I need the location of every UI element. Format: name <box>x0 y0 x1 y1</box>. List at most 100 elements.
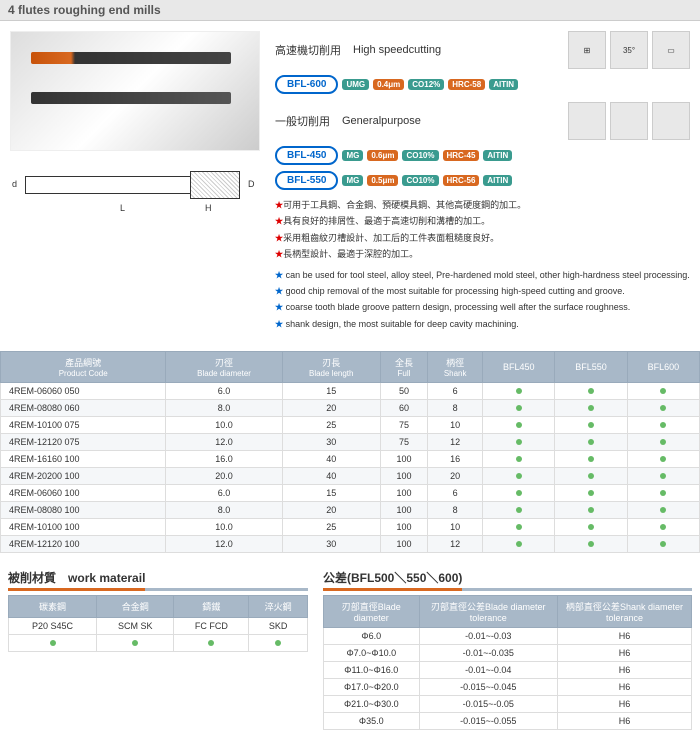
top-section: d D L H 高速機切削用 High speedcutting ⊞ 35° ▭… <box>0 21 700 343</box>
bullet-item: ★ shank design, the most suitable for de… <box>275 317 690 331</box>
table-row: 4REM-20200 10020.04010020 <box>1 468 700 485</box>
table-cell: 16.0 <box>166 451 282 468</box>
table-cell: 8 <box>428 502 483 519</box>
table-cell: Φ21.0~Φ30.0 <box>324 696 420 713</box>
tool-diagram: d D L H <box>10 161 260 231</box>
material-section: 被削材質 work materail 碳素鋼合金鋼鑄鐵淬火鋼 P20 S45CS… <box>8 569 308 730</box>
spec-table: 產品綱號Product Code刃徑Blade diameter刃長Blade … <box>0 351 700 553</box>
table-cell: 12 <box>428 434 483 451</box>
spec-title-en: High speedcutting <box>353 44 441 56</box>
table-cell <box>9 635 97 652</box>
table-cell: 10 <box>428 417 483 434</box>
table-row: 4REM-06060 0506.015506 <box>1 383 700 400</box>
table-row: 4REM-10100 10010.02510010 <box>1 519 700 536</box>
table-cell: -0.015~-0.055 <box>419 713 557 730</box>
product-code-badge: BFL-600 <box>275 75 338 94</box>
spec-title-cjk: 一般切削用 <box>275 113 330 129</box>
table-cell: -0.01~-0.035 <box>419 645 557 662</box>
tool-render-2 <box>31 92 231 104</box>
table-header: 全長Full <box>380 352 428 383</box>
table-cell: 100 <box>380 468 428 485</box>
table-cell <box>483 519 555 536</box>
table-cell: Φ35.0 <box>324 713 420 730</box>
tolerance-title: 公差(BFL500＼550＼600) <box>323 569 692 591</box>
table-cell <box>555 536 627 553</box>
spec-general-title: 一般切削用 Generalpurpose <box>275 102 690 140</box>
table-cell: 4REM-10100 100 <box>1 519 166 536</box>
table-cell: 16 <box>428 451 483 468</box>
table-cell <box>627 434 699 451</box>
table-header: 刃徑Blade diameter <box>166 352 282 383</box>
table-cell: SCM SK <box>97 618 174 635</box>
product-code-badge: BFL-450 <box>275 146 338 165</box>
table-cell <box>483 468 555 485</box>
table-cell: 4REM-08080 060 <box>1 400 166 417</box>
table-cell <box>483 485 555 502</box>
spec-badge: 0.4μm <box>373 79 404 90</box>
table-cell: 25 <box>282 417 380 434</box>
bullet-item: ★具有良好的排屑性、最適于高速切削和溝槽的加工。 <box>275 214 690 228</box>
table-cell: 10.0 <box>166 417 282 434</box>
spec-title-cjk: 高速機切削用 <box>275 42 341 58</box>
spec-badge: CO10% <box>402 150 438 161</box>
table-row: 4REM-08080 0608.020608 <box>1 400 700 417</box>
table-cell: 12.0 <box>166 434 282 451</box>
table-cell <box>627 383 699 400</box>
table-cell <box>483 451 555 468</box>
product-code-badge: BFL-550 <box>275 171 338 190</box>
table-row: Φ35.0-0.015~-0.055H6 <box>324 713 692 730</box>
table-cell: 4REM-10100 075 <box>1 417 166 434</box>
bullet-item: ★采用粗齒紋刃槽設計、加工后的工件表面粗糙度良好。 <box>275 231 690 245</box>
bullet-item: ★可用于工具鋼、合金鋼、預硬模具鋼、其他高硬度鋼的加工。 <box>275 198 690 212</box>
spec-general-row: BFL-550MG0.5μmCO10%HRC-56AITIN <box>275 171 690 190</box>
table-cell: 12 <box>428 536 483 553</box>
table-cell: Φ17.0~Φ20.0 <box>324 679 420 696</box>
table-cell <box>483 417 555 434</box>
spec-highspeed-badges: BFL-600 UMG0.4μmCO12%HRC-58AITIN <box>275 75 690 94</box>
table-cell: -0.015~-0.05 <box>419 696 557 713</box>
product-images: d D L H <box>5 26 270 338</box>
table-header: 鑄鐵 <box>174 596 249 618</box>
table-cell <box>483 400 555 417</box>
spec-badge: CO12% <box>408 79 444 90</box>
table-cell: 8.0 <box>166 400 282 417</box>
table-header: 柄部直徑公差Shank diameter tolerance <box>557 596 691 628</box>
diagram-label-d: d <box>12 179 17 189</box>
spec-badge: HRC-56 <box>443 175 480 186</box>
table-header: 碳素鋼 <box>9 596 97 618</box>
table-cell: 50 <box>380 383 428 400</box>
table-cell: 4REM-20200 100 <box>1 468 166 485</box>
table-cell: 4REM-06060 050 <box>1 383 166 400</box>
icon-angle: 35° <box>610 31 648 69</box>
spec-panel: 高速機切削用 High speedcutting ⊞ 35° ▭ BFL-600… <box>270 26 695 338</box>
table-cell: 6.0 <box>166 485 282 502</box>
table-cell: 25 <box>282 519 380 536</box>
table-cell: 6.0 <box>166 383 282 400</box>
table-cell: H6 <box>557 645 691 662</box>
table-cell <box>483 434 555 451</box>
spec-badge: AITIN <box>483 150 512 161</box>
table-cell: 4REM-06060 100 <box>1 485 166 502</box>
table-cell: H6 <box>557 696 691 713</box>
table-cell: H6 <box>557 713 691 730</box>
table-cell: 8.0 <box>166 502 282 519</box>
bottom-section: 被削材質 work materail 碳素鋼合金鋼鑄鐵淬火鋼 P20 S45CS… <box>0 561 700 738</box>
table-cell <box>483 502 555 519</box>
table-cell <box>555 400 627 417</box>
icon-strip: ⊞ 35° ▭ <box>568 31 690 69</box>
bullet-item: ★ good chip removal of the most suitable… <box>275 284 690 298</box>
spec-badge: 0.6μm <box>367 150 398 161</box>
table-cell: 12.0 <box>166 536 282 553</box>
spec-title-en: Generalpurpose <box>342 115 421 127</box>
spec-badge: AITIN <box>483 175 512 186</box>
diagram-label-D: D <box>248 179 255 189</box>
table-cell: Φ6.0 <box>324 628 420 645</box>
table-cell <box>97 635 174 652</box>
tool-photo <box>10 31 260 151</box>
table-cell <box>483 383 555 400</box>
icon-box <box>568 102 606 140</box>
table-cell: P20 S45C <box>9 618 97 635</box>
table-cell: 75 <box>380 434 428 451</box>
tolerance-table: 刃部直徑Blade diameter刃部直徑公差Blade diameter t… <box>323 595 692 730</box>
icon-crosshair: ⊞ <box>568 31 606 69</box>
